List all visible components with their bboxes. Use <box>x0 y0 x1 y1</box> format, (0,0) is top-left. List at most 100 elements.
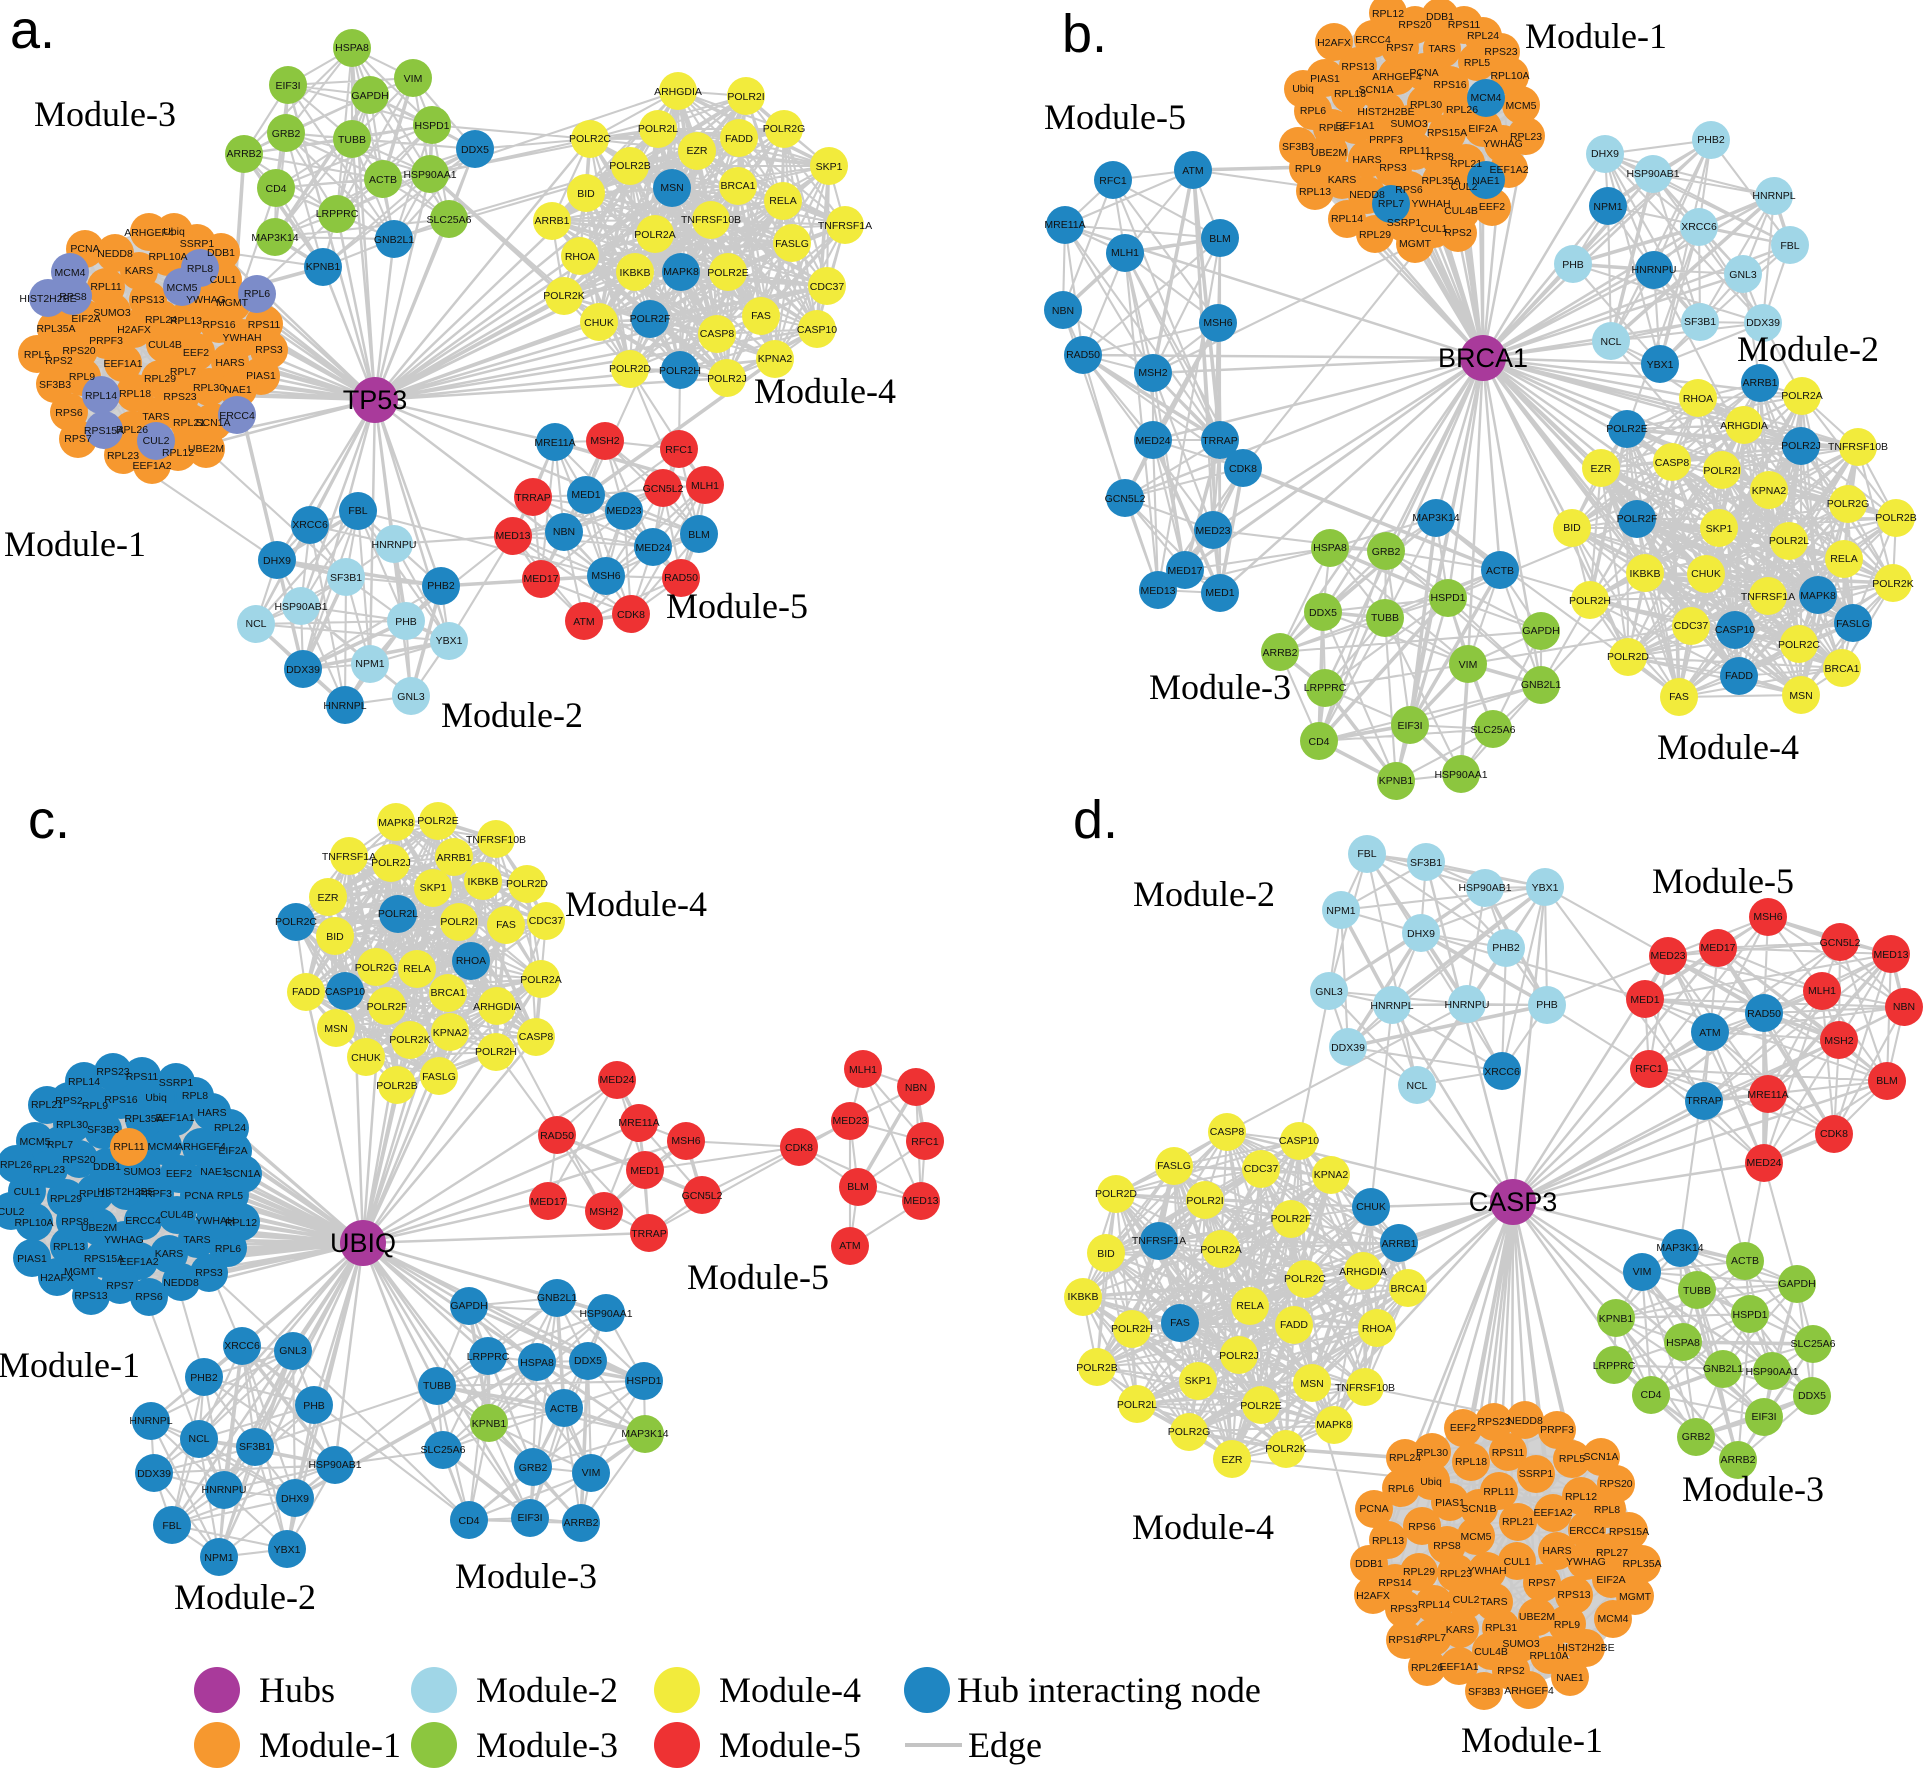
svg-text:FADD: FADD <box>1280 1319 1308 1331</box>
svg-text:POLR2H: POLR2H <box>1111 1323 1153 1335</box>
svg-text:CD4: CD4 <box>458 1515 479 1527</box>
svg-text:Module-3: Module-3 <box>34 94 176 134</box>
svg-text:Edge: Edge <box>968 1725 1042 1765</box>
svg-text:EIF2A: EIF2A <box>1596 1574 1625 1586</box>
svg-text:RPL26: RPL26 <box>1411 1662 1443 1674</box>
svg-text:a.: a. <box>10 0 55 60</box>
svg-text:RPL9: RPL9 <box>1295 163 1321 175</box>
svg-text:MAP3K14: MAP3K14 <box>251 232 298 244</box>
svg-text:HNRNPL: HNRNPL <box>1370 1000 1413 1012</box>
svg-text:SF3B3: SF3B3 <box>1282 141 1314 153</box>
svg-text:CASP10: CASP10 <box>1715 624 1755 636</box>
svg-text:MSH2: MSH2 <box>1138 367 1167 379</box>
svg-text:SF3B3: SF3B3 <box>1468 1686 1500 1698</box>
svg-text:SUMO3: SUMO3 <box>1502 1638 1540 1650</box>
svg-text:RPL10A: RPL10A <box>1490 70 1529 82</box>
svg-text:KARS: KARS <box>1446 1624 1475 1636</box>
svg-text:DHX9: DHX9 <box>1407 928 1435 940</box>
svg-text:NAE1: NAE1 <box>1472 175 1500 187</box>
svg-text:CASP8: CASP8 <box>1655 457 1690 469</box>
svg-text:RPS20: RPS20 <box>62 1154 95 1166</box>
svg-text:GAPDH: GAPDH <box>1778 1278 1815 1290</box>
svg-text:LRPPRC: LRPPRC <box>1593 1360 1636 1372</box>
svg-text:CHUK: CHUK <box>351 1052 381 1064</box>
svg-text:MLH1: MLH1 <box>849 1064 877 1076</box>
svg-text:TARS: TARS <box>183 1234 210 1246</box>
svg-text:HSP90AB1: HSP90AB1 <box>274 601 327 613</box>
svg-text:DDX5: DDX5 <box>461 144 489 156</box>
svg-text:RPL8: RPL8 <box>1319 122 1345 134</box>
svg-text:Ubiq: Ubiq <box>1420 1476 1442 1488</box>
svg-text:GAPDH: GAPDH <box>450 1300 487 1312</box>
svg-text:Module-4: Module-4 <box>1657 727 1799 767</box>
svg-text:RPL8: RPL8 <box>1594 1504 1620 1516</box>
svg-text:RPL7: RPL7 <box>47 1139 73 1151</box>
svg-text:RPS2: RPS2 <box>1497 1665 1525 1677</box>
svg-text:RPL14: RPL14 <box>1418 1599 1450 1611</box>
svg-text:PCNA: PCNA <box>1359 1503 1388 1515</box>
svg-text:UBE2M: UBE2M <box>81 1222 117 1234</box>
svg-text:MCM5: MCM5 <box>1461 1531 1492 1543</box>
svg-text:MED13: MED13 <box>1873 949 1908 961</box>
svg-text:MED13: MED13 <box>1140 585 1175 597</box>
svg-text:TNFRSF10B: TNFRSF10B <box>1335 1382 1395 1394</box>
svg-text:RPL11: RPL11 <box>113 1141 144 1153</box>
svg-text:YWHAG: YWHAG <box>186 294 226 306</box>
svg-text:POLR2I: POLR2I <box>1703 465 1740 477</box>
svg-text:NPM1: NPM1 <box>355 658 384 670</box>
svg-text:RPL26: RPL26 <box>0 1159 32 1171</box>
svg-text:YWHAH: YWHAH <box>1411 198 1450 210</box>
svg-text:DDX5: DDX5 <box>574 1355 602 1367</box>
svg-text:NBN: NBN <box>1052 305 1074 317</box>
svg-text:BLM: BLM <box>1209 233 1231 245</box>
svg-text:POLR2B: POLR2B <box>1076 1362 1117 1374</box>
svg-text:POLR2C: POLR2C <box>275 916 317 928</box>
svg-text:KPNB1: KPNB1 <box>472 1418 507 1430</box>
svg-text:KARS: KARS <box>125 265 154 277</box>
svg-text:CDC37: CDC37 <box>1244 1163 1279 1175</box>
svg-text:POLR2L: POLR2L <box>1769 535 1809 547</box>
svg-text:DDB1: DDB1 <box>207 247 235 259</box>
svg-text:DDB1: DDB1 <box>1426 11 1454 23</box>
svg-text:Module-3: Module-3 <box>1149 667 1291 707</box>
svg-text:MED24: MED24 <box>599 1074 634 1086</box>
svg-text:Module-4: Module-4 <box>719 1670 861 1710</box>
svg-text:ACTB: ACTB <box>369 174 397 186</box>
svg-text:HIST2H2BE: HIST2H2BE <box>97 1186 154 1198</box>
svg-text:RPS6: RPS6 <box>1395 184 1423 196</box>
svg-text:YWHAG: YWHAG <box>1483 138 1523 150</box>
svg-text:RPL13: RPL13 <box>53 1241 85 1253</box>
svg-text:HARS: HARS <box>1542 1545 1571 1557</box>
svg-text:POLR2K: POLR2K <box>543 290 584 302</box>
svg-text:GAPDH: GAPDH <box>1522 625 1559 637</box>
svg-text:PIAS1: PIAS1 <box>1435 1497 1465 1509</box>
svg-text:MCM4: MCM4 <box>55 267 86 279</box>
svg-text:POLR2J: POLR2J <box>707 373 747 385</box>
svg-text:RPL5: RPL5 <box>24 349 50 361</box>
svg-text:DDX39: DDX39 <box>1746 317 1780 329</box>
svg-text:CUL1: CUL1 <box>1504 1556 1531 1568</box>
svg-text:CASP10: CASP10 <box>797 324 837 336</box>
svg-text:SLC25A6: SLC25A6 <box>427 214 472 226</box>
svg-text:Module-1: Module-1 <box>259 1725 401 1765</box>
svg-text:Module-4: Module-4 <box>1132 1507 1274 1547</box>
svg-text:POLR2D: POLR2D <box>1607 651 1649 663</box>
svg-text:NCL: NCL <box>1406 1080 1427 1092</box>
svg-text:RPL13: RPL13 <box>1372 1535 1404 1547</box>
svg-text:ARRB2: ARRB2 <box>1262 647 1297 659</box>
svg-text:RPS23: RPS23 <box>163 391 196 403</box>
svg-text:NAE1: NAE1 <box>1556 1672 1584 1684</box>
svg-text:TRRAP: TRRAP <box>1686 1095 1722 1107</box>
svg-text:RPS8: RPS8 <box>1426 151 1454 163</box>
svg-text:RPS7: RPS7 <box>1386 42 1414 54</box>
svg-text:KPNA2: KPNA2 <box>1752 485 1787 497</box>
svg-text:RPL12: RPL12 <box>1565 1491 1597 1503</box>
svg-text:MED1: MED1 <box>571 489 600 501</box>
svg-text:NBN: NBN <box>1893 1001 1915 1013</box>
svg-text:PRPF3: PRPF3 <box>89 335 123 347</box>
svg-text:SKP1: SKP1 <box>816 161 843 173</box>
svg-text:MRE11A: MRE11A <box>1044 219 1085 231</box>
svg-text:TP53: TP53 <box>343 385 408 415</box>
svg-text:NCL: NCL <box>1600 336 1621 348</box>
svg-text:MAPK8: MAPK8 <box>378 817 414 829</box>
